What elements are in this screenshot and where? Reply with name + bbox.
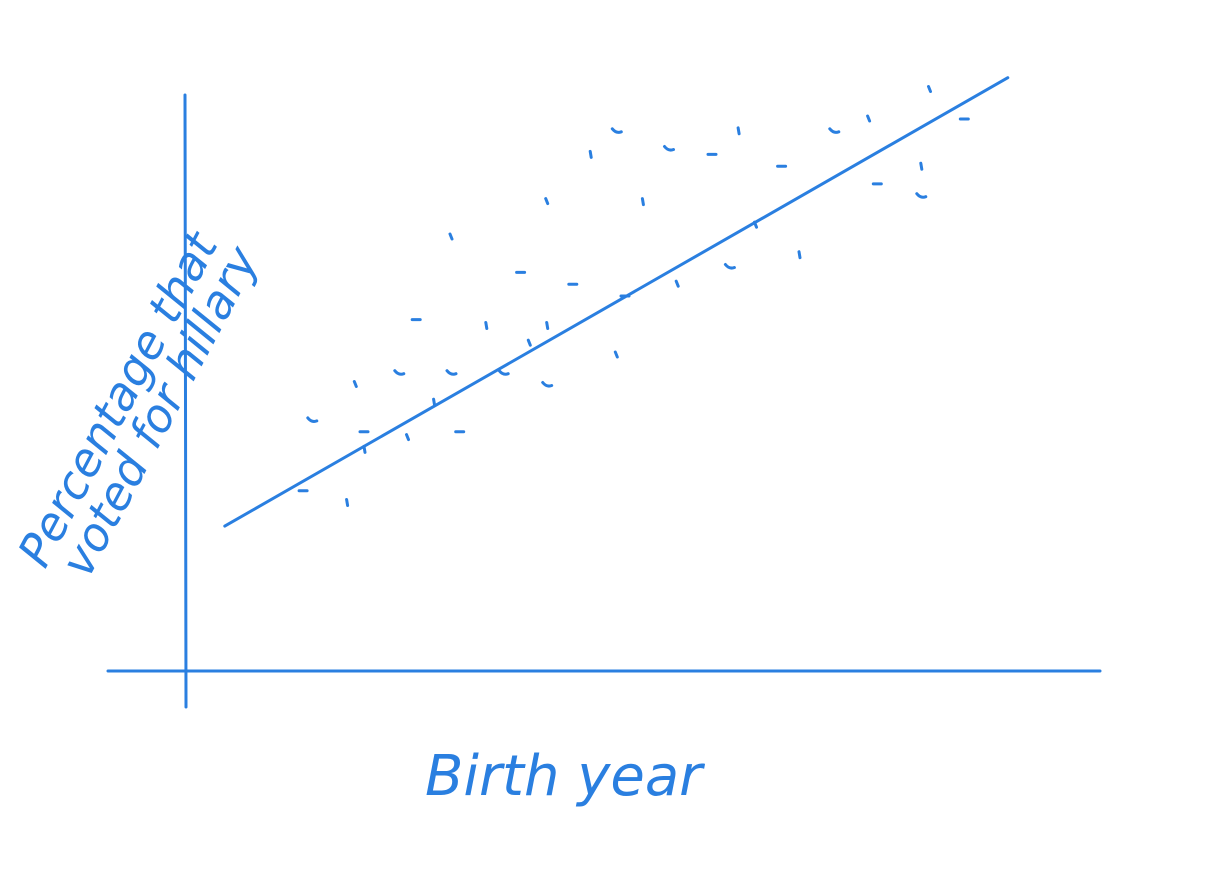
data-point [640, 197, 645, 207]
data-point [541, 381, 554, 388]
data-point [797, 250, 802, 260]
trend-line [223, 76, 1010, 528]
data-point [526, 338, 532, 347]
data-point [674, 279, 680, 288]
data-point [927, 85, 932, 93]
data-point [393, 369, 406, 376]
data-point [610, 127, 623, 134]
y-axis [183, 93, 188, 709]
data-point [544, 197, 550, 206]
trend-line-group [223, 76, 1010, 528]
data-point [723, 263, 736, 270]
data-point [497, 369, 510, 376]
x-axis-label: Birth year [425, 744, 705, 809]
data-point [352, 380, 358, 388]
data-point [588, 149, 593, 159]
data-point [484, 321, 489, 330]
data-point [306, 416, 319, 423]
data-point [736, 126, 741, 136]
data-point [828, 127, 841, 134]
data-points [297, 85, 970, 507]
data-point [405, 433, 410, 442]
data-point [545, 321, 550, 330]
data-point [345, 498, 350, 507]
data-point [445, 369, 458, 376]
data-point [919, 161, 924, 171]
data-point [432, 397, 437, 407]
data-point [613, 350, 619, 359]
data-point [866, 114, 872, 123]
data-point [663, 145, 675, 152]
data-point [448, 232, 454, 241]
data-point [915, 192, 928, 199]
